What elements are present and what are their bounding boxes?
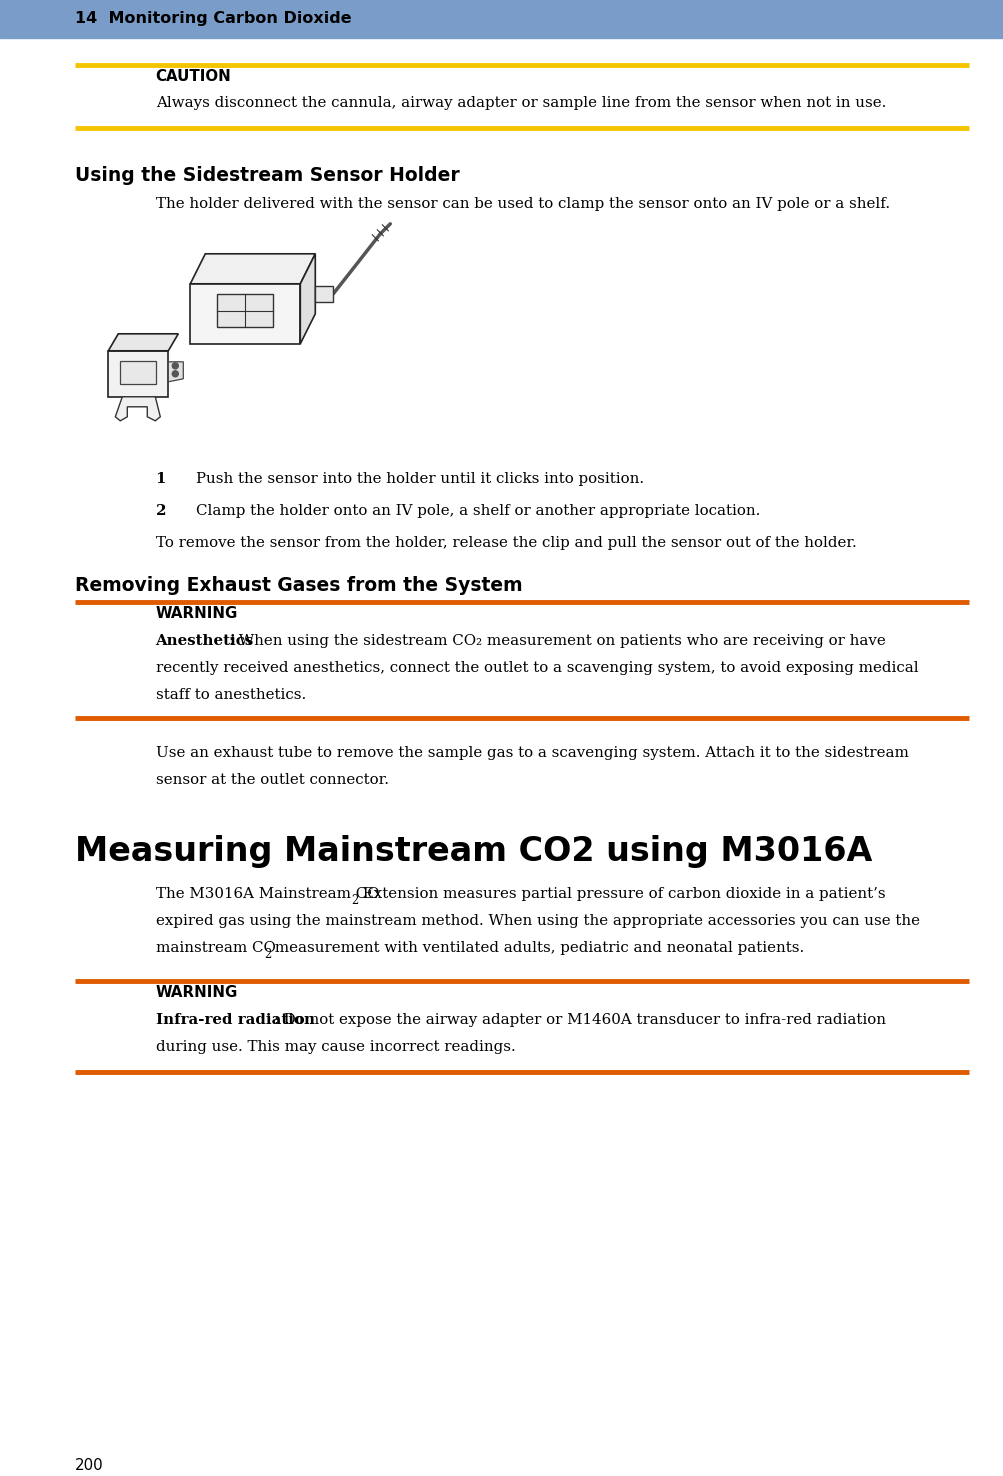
Text: The holder delivered with the sensor can be used to clamp the sensor onto an IV : The holder delivered with the sensor can… <box>155 196 889 211</box>
Polygon shape <box>169 362 184 382</box>
Bar <box>0 0 1003 38</box>
Text: staff to anesthetics.: staff to anesthetics. <box>155 688 306 703</box>
Text: 200: 200 <box>75 1458 104 1473</box>
Polygon shape <box>120 360 156 384</box>
Text: 2: 2 <box>264 948 271 961</box>
Text: Clamp the holder onto an IV pole, a shelf or another appropriate location.: Clamp the holder onto an IV pole, a shel… <box>196 503 759 518</box>
Circle shape <box>173 370 179 376</box>
Text: To remove the sensor from the holder, release the clip and pull the sensor out o: To remove the sensor from the holder, re… <box>155 536 856 549</box>
Polygon shape <box>217 294 273 326</box>
Text: measurement with ventilated adults, pediatric and neonatal patients.: measurement with ventilated adults, pedi… <box>270 942 803 955</box>
Text: : Do not expose the airway adapter or M1460A transducer to infra-red radiation: : Do not expose the airway adapter or M1… <box>274 1013 885 1027</box>
Text: Extension measures partial pressure of carbon dioxide in a patient’s: Extension measures partial pressure of c… <box>357 887 885 902</box>
Text: 1: 1 <box>155 472 165 486</box>
Polygon shape <box>115 397 160 421</box>
Text: CAUTION: CAUTION <box>155 69 231 84</box>
Polygon shape <box>108 334 179 351</box>
Text: 14  Monitoring Carbon Dioxide: 14 Monitoring Carbon Dioxide <box>75 12 352 27</box>
Text: WARNING: WARNING <box>155 607 238 621</box>
Polygon shape <box>108 351 169 397</box>
Text: 2: 2 <box>351 894 358 908</box>
Text: recently received anesthetics, connect the outlet to a scavenging system, to avo: recently received anesthetics, connect t… <box>155 661 918 675</box>
Text: Anesthetics: Anesthetics <box>155 635 254 648</box>
Polygon shape <box>300 254 315 344</box>
Text: Use an exhaust tube to remove the sample gas to a scavenging system. Attach it t: Use an exhaust tube to remove the sample… <box>155 747 908 760</box>
Text: expired gas using the mainstream method. When using the appropriate accessories : expired gas using the mainstream method.… <box>155 914 919 928</box>
Text: during use. This may cause incorrect readings.: during use. This may cause incorrect rea… <box>155 1041 515 1054</box>
Text: Always disconnect the cannula, airway adapter or sample line from the sensor whe: Always disconnect the cannula, airway ad… <box>155 96 885 111</box>
Text: Push the sensor into the holder until it clicks into position.: Push the sensor into the holder until it… <box>196 472 643 486</box>
Text: : When using the sidestream CO₂ measurement on patients who are receiving or hav: : When using the sidestream CO₂ measurem… <box>229 635 885 648</box>
Polygon shape <box>315 286 333 301</box>
Text: sensor at the outlet connector.: sensor at the outlet connector. <box>155 773 388 787</box>
Text: Measuring Mainstream CO2 using M3016A: Measuring Mainstream CO2 using M3016A <box>75 835 872 868</box>
Text: WARNING: WARNING <box>155 984 238 1001</box>
Text: The M3016A Mainstream CO: The M3016A Mainstream CO <box>155 887 379 902</box>
Text: Using the Sidestream Sensor Holder: Using the Sidestream Sensor Holder <box>75 165 459 184</box>
Polygon shape <box>191 254 315 283</box>
Text: Removing Exhaust Gases from the System: Removing Exhaust Gases from the System <box>75 576 523 595</box>
Text: Infra-red radiation: Infra-red radiation <box>155 1013 314 1027</box>
Polygon shape <box>191 283 300 344</box>
Text: mainstream CO: mainstream CO <box>155 942 275 955</box>
Text: 2: 2 <box>155 503 165 518</box>
Circle shape <box>173 363 179 369</box>
